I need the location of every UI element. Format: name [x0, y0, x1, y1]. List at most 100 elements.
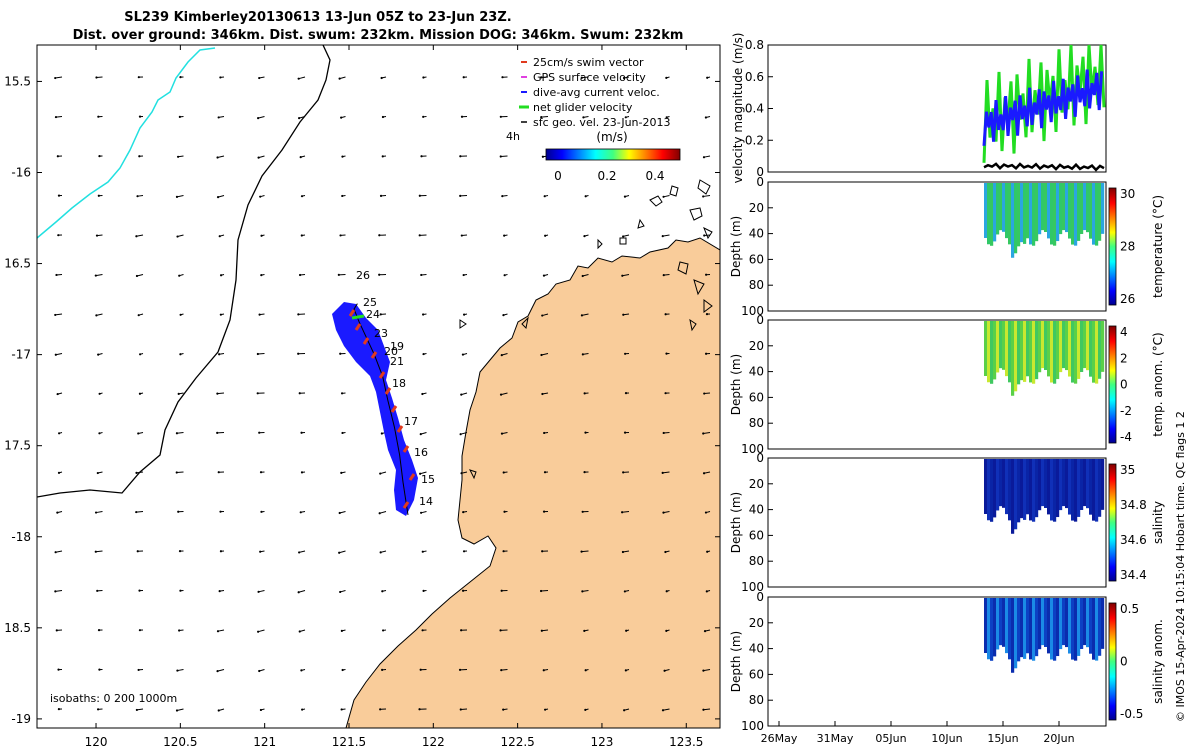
profile-cell: [1071, 321, 1074, 383]
profile-cell: [1062, 598, 1065, 645]
profile-cell: [996, 321, 999, 372]
profile-cell: [1053, 459, 1056, 522]
map-y-tick-label: -17: [11, 348, 31, 362]
profile-colorbar: [1109, 188, 1116, 305]
profile-cell: [1080, 321, 1083, 372]
profile-cell: [1062, 459, 1065, 506]
depth-tick-label: 20: [749, 201, 764, 215]
profile-cell: [1005, 598, 1008, 653]
profile-colorbar: [1109, 464, 1116, 581]
profile-cell: [1020, 598, 1023, 657]
profile-cell: [1014, 459, 1017, 529]
colorbar-label: salinity: [1151, 501, 1165, 544]
profile-cell: [1056, 459, 1059, 517]
profile-cell: [1089, 598, 1092, 654]
profile-cell: [1017, 183, 1020, 246]
profile-cell: [1020, 183, 1023, 242]
velocity-y-tick-label: 0.4: [745, 102, 764, 116]
profile-cell: [1008, 183, 1011, 244]
profile-cell: [1011, 321, 1014, 396]
colorbar-tick-label: -4: [1120, 430, 1132, 444]
depth-ylabel: Depth (m): [729, 216, 743, 277]
profile-cell: [990, 459, 993, 522]
profile-cell: [1053, 183, 1056, 246]
day-label: 23: [374, 327, 388, 340]
profile-cell: [1089, 321, 1092, 377]
profile-cell: [1080, 598, 1083, 649]
colorbar-tick-label: 30: [1120, 187, 1135, 201]
profile-cell: [1044, 183, 1047, 232]
profile-cell: [1062, 183, 1065, 230]
profile-cell: [1032, 321, 1035, 384]
profile-cell: [1089, 459, 1092, 515]
depth-tick-label: 80: [749, 554, 764, 568]
profile-cell: [1083, 321, 1086, 368]
profile-cell: [1050, 321, 1053, 383]
profile-cell: [1032, 598, 1035, 661]
profile-cell: [990, 321, 993, 384]
profile-cell: [1101, 321, 1104, 372]
profile-cell: [1017, 598, 1020, 661]
time-tick-label: 15Jun: [987, 732, 1018, 745]
colorbar-tick-label: 26: [1120, 292, 1135, 306]
day-label: 16: [414, 446, 428, 459]
depth-ylabel: Depth (m): [729, 492, 743, 553]
depth-tick-label: 100: [741, 719, 764, 733]
profile-cell: [1065, 183, 1068, 232]
depth-tick-label: 20: [749, 339, 764, 353]
time-tick-label: 26May: [761, 732, 798, 745]
colorbar-tick: 0: [554, 169, 562, 183]
profile-colorbar: [1109, 603, 1116, 720]
depth-tick-label: 0: [756, 175, 764, 189]
depth-tick-label: 60: [749, 528, 764, 542]
profile-cell: [1068, 598, 1071, 654]
profile-cell: [1056, 598, 1059, 656]
profile-cell: [1035, 183, 1038, 241]
colorbar-label: temp. anom. (°C): [1151, 332, 1165, 436]
profile-cell: [1086, 459, 1089, 508]
colorbar-tick-label: 4: [1120, 325, 1128, 339]
profile-cell: [1032, 183, 1035, 246]
profile-cell: [996, 598, 999, 649]
profile-cell: [1086, 598, 1089, 647]
velocity-y-tick-label: 0.6: [745, 70, 764, 84]
depth-tick-label: 20: [749, 477, 764, 491]
profile-cell: [1101, 459, 1104, 510]
profile-cell: [996, 183, 999, 234]
depth-tick-label: 40: [749, 642, 764, 656]
profile-cell: [987, 183, 990, 244]
profile-cell: [1074, 321, 1077, 384]
depth-tick-label: 60: [749, 252, 764, 266]
map-y-tick-label: -18: [11, 530, 31, 544]
day-label: 14: [419, 495, 433, 508]
day-label: 26: [356, 269, 370, 282]
profile-cell: [1026, 459, 1029, 514]
profile-cell: [1005, 183, 1008, 238]
profile-cell: [1008, 321, 1011, 382]
profile-cell: [1047, 598, 1050, 653]
colorbar-tick-label: -0.5: [1120, 707, 1143, 721]
profile-cell: [1038, 321, 1041, 372]
profile-cell: [1080, 459, 1083, 510]
colorbar-title: (m/s): [596, 130, 627, 144]
depth-tick-label: 80: [749, 416, 764, 430]
day-label: 17: [404, 415, 418, 428]
profile-cell: [984, 598, 987, 653]
depth-tick-label: 60: [749, 390, 764, 404]
profile-cell: [1065, 321, 1068, 370]
profile-cell: [1023, 183, 1026, 244]
profile-cell: [1014, 598, 1017, 668]
profile-cell: [993, 598, 996, 656]
profile-cell: [1044, 459, 1047, 508]
profile-cell: [1035, 598, 1038, 656]
profile-cell: [1056, 183, 1059, 241]
profile-cell: [1071, 459, 1074, 521]
profile-cell: [1065, 459, 1068, 508]
profile-cell: [1068, 459, 1071, 515]
speed-colorbar: [546, 149, 680, 160]
profile-cell: [1062, 321, 1065, 368]
